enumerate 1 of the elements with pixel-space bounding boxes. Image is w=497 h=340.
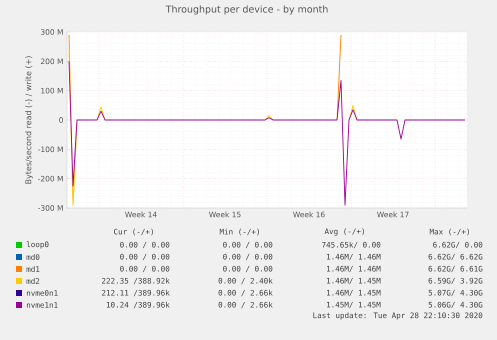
chart-title: Throughput per device - by month — [166, 5, 328, 15]
